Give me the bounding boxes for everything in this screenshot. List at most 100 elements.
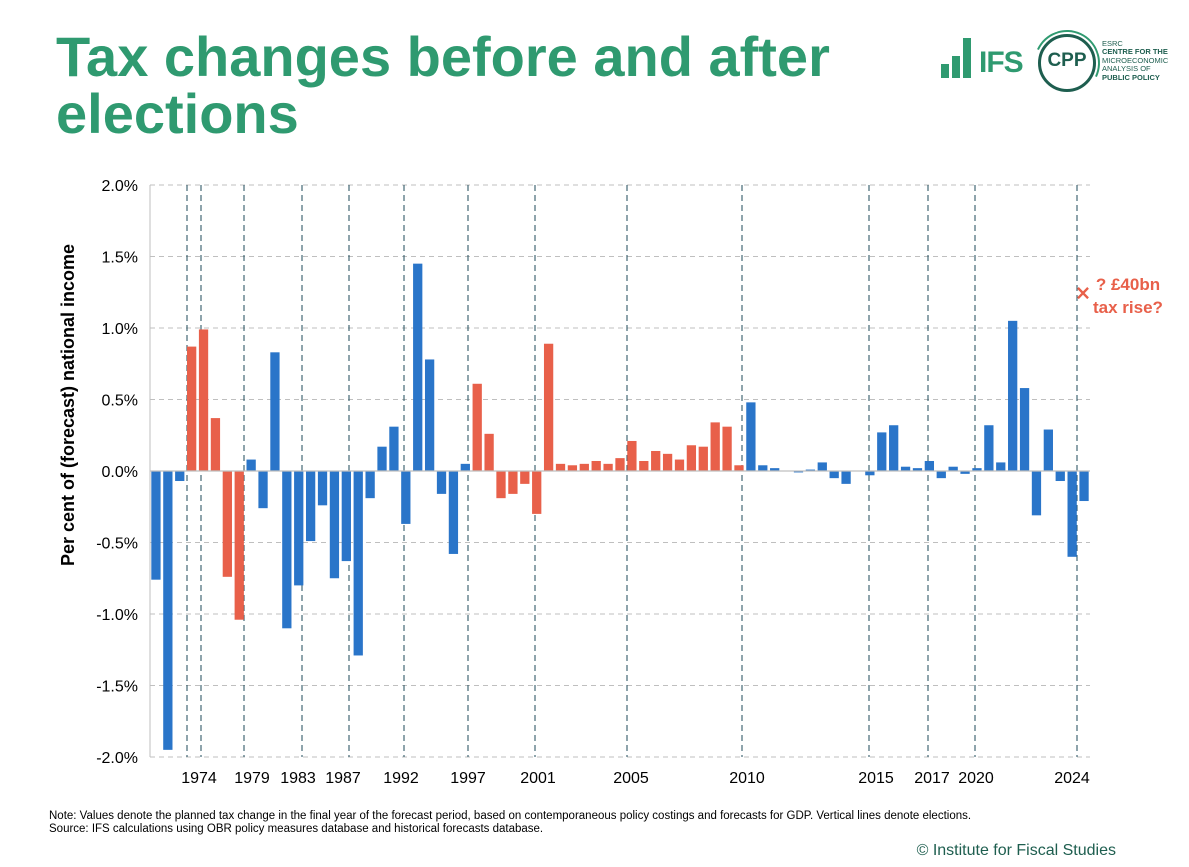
bar[interactable] — [841, 471, 851, 484]
bar[interactable] — [163, 471, 173, 750]
bar[interactable] — [651, 450, 661, 471]
bar[interactable] — [270, 352, 280, 471]
x-tick-label: 2024 — [1054, 770, 1090, 787]
bar[interactable] — [996, 462, 1006, 471]
bar[interactable] — [972, 468, 982, 471]
bar[interactable] — [758, 465, 768, 471]
bar[interactable] — [734, 465, 744, 471]
y-tick-label: -1.0% — [96, 607, 138, 624]
bar[interactable] — [543, 343, 554, 471]
bar[interactable] — [151, 471, 161, 580]
bar[interactable] — [948, 466, 958, 471]
x-tick-label: 1997 — [450, 770, 486, 787]
bar[interactable] — [579, 463, 589, 471]
bar[interactable] — [329, 471, 340, 579]
cpp-line-3: MICROECONOMIC — [1102, 55, 1169, 65]
bar[interactable] — [353, 471, 363, 656]
bar[interactable] — [865, 471, 875, 476]
bar[interactable] — [413, 263, 423, 471]
bar[interactable] — [567, 465, 578, 471]
bar[interactable] — [817, 462, 827, 471]
bar[interactable] — [662, 453, 673, 471]
bar[interactable] — [1008, 320, 1018, 471]
cpp-line-4: ANALYSIS OF — [1102, 64, 1151, 74]
bar[interactable] — [424, 359, 435, 471]
y-tick-label: 2.0% — [102, 178, 138, 195]
x-tick-label: 1992 — [383, 770, 419, 787]
bar[interactable] — [508, 471, 518, 494]
bar[interactable] — [1055, 471, 1065, 482]
ifs-logo-text: IFS — [979, 46, 1024, 79]
x-tick-label: 2005 — [613, 770, 649, 787]
x-tick-label: 1987 — [325, 770, 361, 787]
bar[interactable] — [984, 425, 994, 471]
bar[interactable] — [436, 471, 447, 494]
bar[interactable] — [175, 471, 185, 482]
bar[interactable] — [258, 471, 268, 509]
bar[interactable] — [389, 426, 399, 471]
bar[interactable] — [484, 433, 494, 471]
bar[interactable] — [900, 466, 911, 471]
bar[interactable] — [770, 468, 780, 471]
bar[interactable] — [627, 440, 637, 471]
bar[interactable] — [615, 458, 625, 471]
bar[interactable] — [912, 468, 923, 471]
cpp-line-2: CENTRE FOR THE — [1102, 47, 1168, 57]
bar[interactable] — [305, 471, 316, 542]
bar[interactable] — [1019, 388, 1030, 471]
bar[interactable] — [674, 459, 685, 471]
bar[interactable] — [1079, 471, 1089, 502]
bar[interactable] — [555, 463, 566, 471]
bar[interactable] — [377, 446, 387, 471]
cpp-line-5: PUBLIC POLICY — [1102, 72, 1160, 82]
bar[interactable] — [1067, 471, 1077, 557]
bar[interactable] — [341, 471, 351, 562]
bar[interactable] — [1043, 429, 1053, 471]
bar[interactable] — [520, 471, 530, 484]
y-tick-label: 0.0% — [102, 464, 138, 481]
bar[interactable] — [294, 471, 304, 586]
bar[interactable] — [401, 471, 411, 524]
bar[interactable] — [889, 425, 899, 471]
cpp-circle-icon — [1038, 34, 1096, 92]
bar[interactable] — [496, 471, 506, 499]
bar[interactable] — [460, 463, 470, 471]
bar[interactable] — [222, 471, 232, 577]
bar[interactable] — [210, 418, 221, 471]
bar[interactable] — [877, 432, 887, 471]
bar[interactable] — [448, 471, 459, 554]
bar[interactable] — [187, 346, 197, 471]
y-tick-label: -2.0% — [96, 750, 138, 767]
x-tick-label: 2010 — [729, 770, 765, 787]
bar[interactable] — [793, 471, 804, 473]
bar[interactable] — [532, 471, 542, 514]
bar[interactable] — [960, 471, 970, 474]
cpp-logo-text: CPP — [1047, 50, 1087, 71]
bar[interactable] — [805, 469, 816, 471]
bar[interactable] — [234, 471, 244, 620]
bar[interactable] — [746, 402, 756, 471]
bar[interactable] — [472, 383, 482, 471]
y-tick-label: -1.5% — [96, 679, 138, 696]
bar[interactable] — [639, 460, 649, 471]
bar[interactable] — [1031, 471, 1042, 516]
bar[interactable] — [710, 422, 720, 471]
bar[interactable] — [698, 446, 708, 471]
bar[interactable] — [198, 329, 209, 471]
bar[interactable] — [591, 460, 601, 471]
bar[interactable] — [722, 426, 732, 471]
chart-title: Tax changes before and after elections — [56, 25, 830, 145]
x-tick-label: 2001 — [520, 770, 556, 787]
tax-rise-annotation-label: ? £40bn tax rise? — [1093, 273, 1163, 319]
bar[interactable] — [603, 463, 613, 471]
bar[interactable] — [246, 459, 256, 471]
bar[interactable] — [686, 445, 697, 471]
bar[interactable] — [829, 471, 839, 479]
bar[interactable] — [317, 471, 328, 506]
bar[interactable] — [924, 460, 935, 471]
bar[interactable] — [365, 471, 375, 499]
bar[interactable] — [936, 471, 946, 479]
ifs-logo[interactable]: IFS — [938, 30, 1038, 90]
bar[interactable] — [282, 471, 292, 629]
